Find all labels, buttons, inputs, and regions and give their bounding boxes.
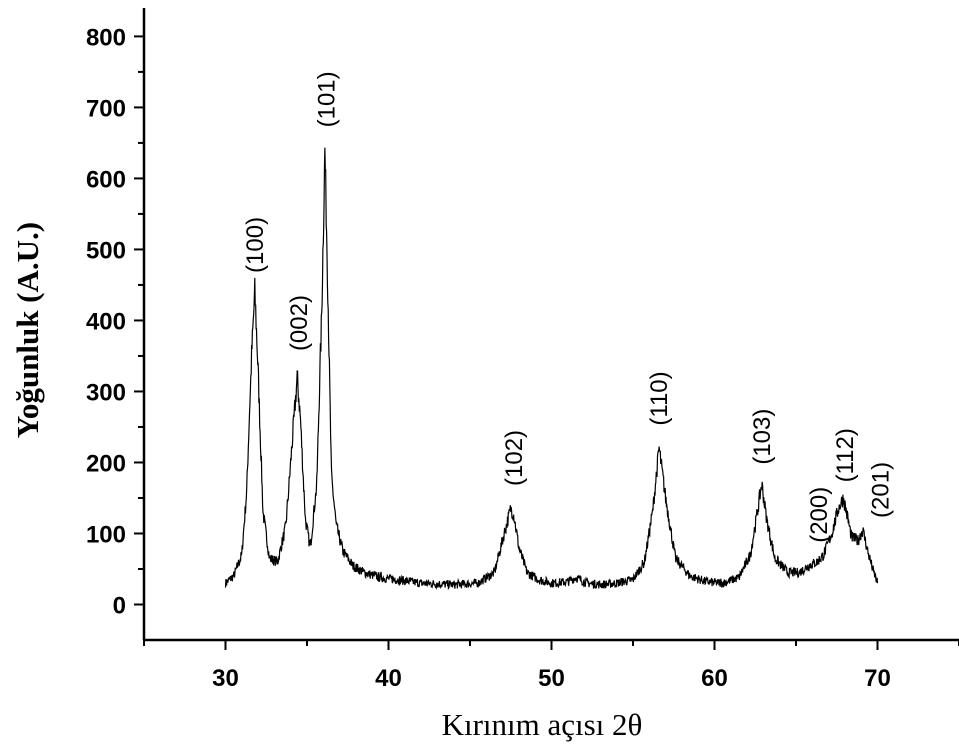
plot-area [224,147,879,591]
x-tick-label: 60 [701,665,728,692]
peak-label: (101) [314,71,341,127]
peak-label: (110) [646,371,673,425]
y-tick-label: 0 [113,592,126,619]
y-tick-label: 200 [86,450,126,477]
x-tick-label: 40 [375,665,402,692]
x-tick-label: 70 [864,665,891,692]
y-tick-label: 100 [86,521,126,548]
x-tick-label: 30 [212,665,239,692]
diffraction-pattern-line [224,147,879,591]
y-tick-label: 300 [86,379,126,406]
y-tick-label: 600 [86,166,126,193]
peak-label: (100) [242,217,269,273]
peak-label: (200) [806,487,833,543]
peak-label: (103) [749,409,776,465]
axes [142,8,959,642]
x-tick-label: 50 [538,665,565,692]
y-tick-label: 500 [86,237,126,264]
y-tick-label: 400 [86,308,126,335]
y-tick-label: 800 [86,24,126,51]
y-tick-label: 700 [86,95,126,122]
peak-label: (201) [868,462,895,518]
peak-label: (112) [832,428,859,482]
x-axis-title: Kırınım açısı 2θ [442,707,643,742]
y-axis-title: Yoğunluk (A.U.) [10,222,45,438]
peak-label: (002) [286,295,313,351]
peak-annotations: (100) (002) (101) (102) (110) (103) (200) (112)… [242,71,895,542]
peak-label: (102) [501,430,528,486]
